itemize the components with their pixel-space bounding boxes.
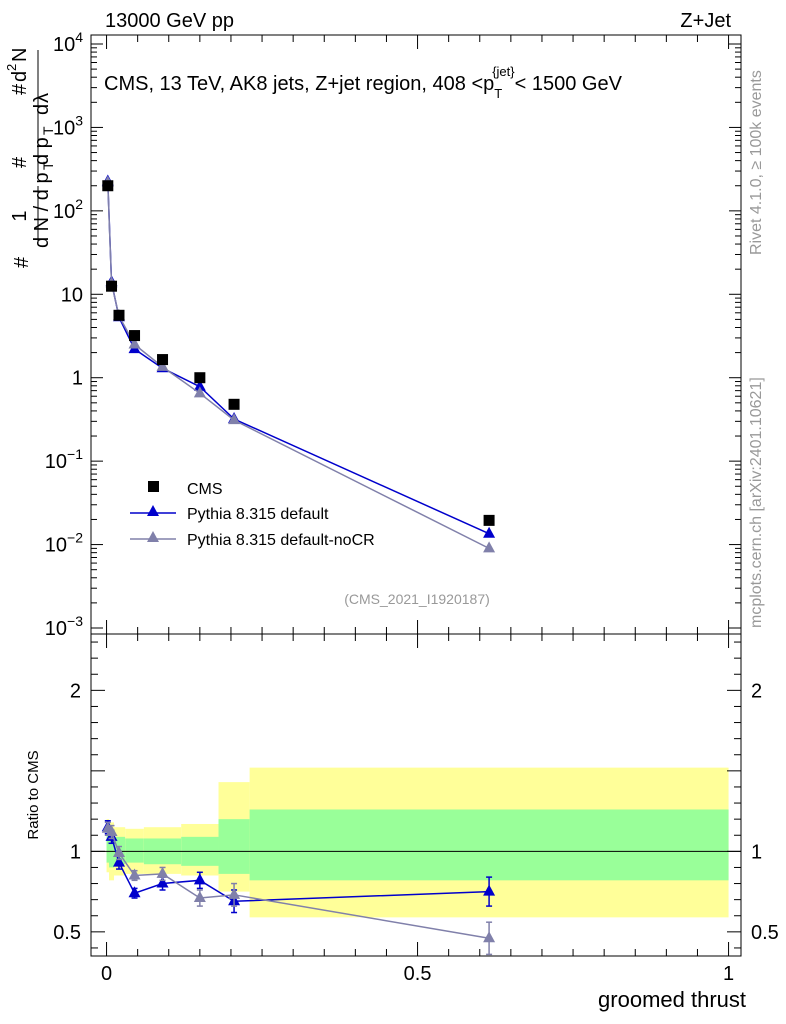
chart-title: CMS, 13 TeV, AK8 jets, Z+jet region, 408… <box>104 64 623 101</box>
svg-text:#: # <box>11 256 33 268</box>
main-y-tick-label: 1 <box>72 368 83 390</box>
header-right: Z+Jet <box>680 10 731 32</box>
svg-text:#: # <box>9 156 31 168</box>
ratio-panel: 0 0.5 1 0.5 0.5 1 1 2 2 <box>53 633 779 985</box>
main-y-tick-label: 102 <box>53 196 83 223</box>
ratio-frame <box>90 633 742 957</box>
main-point-default <box>483 526 496 538</box>
legend: CMS Pythia 8.315 default Pythia 8.315 de… <box>130 481 375 549</box>
svg-text:N: N <box>9 48 31 62</box>
svg-text:d: d <box>9 71 31 82</box>
main-y-tick-label: 10−1 <box>45 446 83 473</box>
svg-text:λ: λ <box>31 93 53 103</box>
svg-text:2: 2 <box>4 64 19 71</box>
legend-label-default: Pythia 8.315 default <box>187 506 329 523</box>
svg-text:T: T <box>40 161 56 170</box>
ratio-point-nocr <box>105 825 118 837</box>
ratio-y-tick-label-left: 0.5 <box>53 922 81 944</box>
main-point-nocr <box>483 541 496 553</box>
legend-marker-cms <box>148 481 159 492</box>
ratio-band-inner <box>249 809 729 881</box>
ratio-y-tick-label-right: 1 <box>751 841 762 863</box>
ratio-y-tick-label-right: 0.5 <box>751 922 779 944</box>
ratio-point-default <box>193 873 206 885</box>
x-tick-label: 1 <box>723 963 734 985</box>
svg-text:d N / d p: d N / d p <box>31 172 53 248</box>
main-y-tick-label: 10−2 <box>45 530 83 557</box>
ratio-point-nocr <box>228 887 241 899</box>
svg-text:d p: d p <box>31 137 53 165</box>
x-axis-label: groomed thrust <box>598 987 746 1012</box>
main-point-cms <box>194 372 206 384</box>
main-point-nocr <box>193 386 206 398</box>
ratio-band-inner <box>218 819 250 874</box>
main-ylabel: # 1 d N / d p T # # d 2 N d p T d λ <box>4 48 56 268</box>
ratio-point-nocr <box>128 868 141 880</box>
x-tick-label: 0.5 <box>404 963 432 985</box>
ratio-series-line-default <box>107 826 490 903</box>
main-y-tick-label: 10−3 <box>45 613 83 640</box>
ratio-point-nocr <box>193 891 206 903</box>
ratio-point-nocr <box>112 845 125 857</box>
ratio-point-default <box>112 855 125 867</box>
main-point-cms <box>113 309 125 321</box>
main-point-cms <box>106 280 118 292</box>
ratio-point-default <box>483 884 496 896</box>
header-left: 13000 GeV pp <box>105 10 234 32</box>
ratio-y-tick-label-left: 1 <box>70 841 81 863</box>
main-point-cms <box>129 330 141 342</box>
main-point-cms <box>157 354 169 366</box>
ratio-point-nocr <box>156 866 169 878</box>
main-y-tick-label: 104 <box>53 29 83 56</box>
svg-text:#: # <box>9 83 31 95</box>
main-point-cms <box>102 180 114 192</box>
legend-label-nocr: Pythia 8.315 default-noCR <box>187 532 375 549</box>
ratio-point-default <box>128 886 141 898</box>
ratio-band-inner <box>125 838 144 863</box>
ratio-point-nocr <box>483 931 496 943</box>
main-point-cms <box>228 398 240 410</box>
main-y-tick-label: 10 <box>61 284 83 306</box>
mcplots-label: mcplots.cern.ch [arXiv:2401.10621] <box>748 377 765 628</box>
svg-text:d: d <box>31 104 53 115</box>
main-point-cms <box>483 514 495 526</box>
svg-text:T: T <box>40 126 56 135</box>
legend-label-cms: CMS <box>187 481 223 498</box>
main-point-nocr <box>128 337 141 349</box>
main-y-tick-label: 103 <box>53 112 83 139</box>
main-point-nocr <box>228 413 241 425</box>
main-panel: 10−3 10−2 10−1 1 10 102 103 104 <box>45 29 742 640</box>
ratio-y-tick-label-left: 2 <box>70 680 81 702</box>
ratio-ylabel: Ratio to CMS <box>25 750 42 839</box>
ratio-y-tick-label-right: 2 <box>751 680 762 702</box>
ratio-point-default <box>156 876 169 888</box>
svg-text:1: 1 <box>9 210 31 221</box>
legend-marker-nocr <box>147 531 159 542</box>
watermark: (CMS_2021_I1920187) <box>344 591 490 607</box>
main-point-default <box>193 379 206 391</box>
x-tick-label: 0 <box>101 963 112 985</box>
ratio-band-inner <box>106 832 110 863</box>
legend-marker-default <box>147 505 159 516</box>
rivet-label: Rivet 4.1.0, ≥ 100k events <box>748 70 765 255</box>
main-point-nocr <box>156 359 169 371</box>
